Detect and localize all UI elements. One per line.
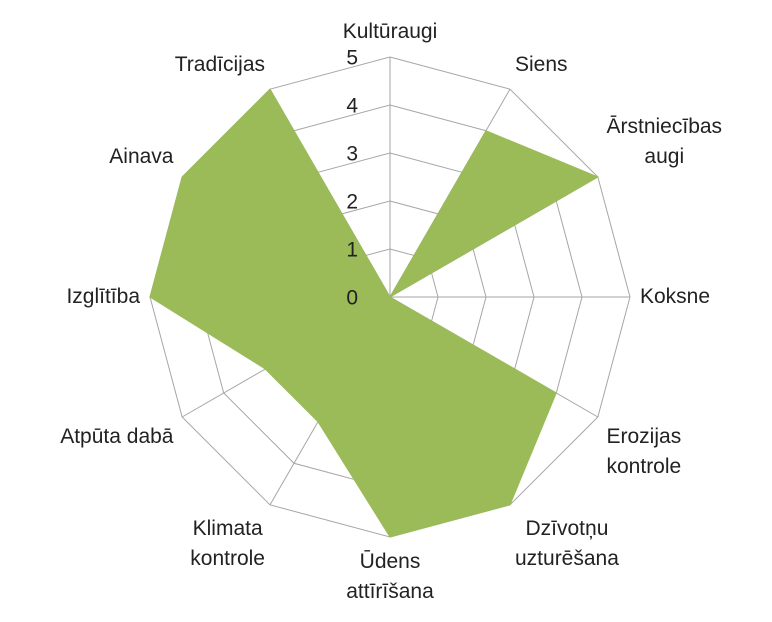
r-tick-label: 0: [346, 287, 358, 310]
category-label: Ārstniecības augi: [606, 115, 723, 168]
category-label: Atpūta dabā: [60, 425, 174, 448]
category-label: Tradīcijas: [174, 53, 265, 77]
r-tick-label: 2: [346, 191, 358, 214]
r-tick-label: 1: [346, 239, 358, 262]
category-label: Ainava: [109, 145, 174, 168]
r-tick-label: 3: [346, 143, 358, 166]
r-tick-label: 4: [346, 95, 358, 118]
category-label: Siens: [515, 53, 568, 77]
radar-area: [149, 88, 599, 538]
category-label: Ūdens attīrīšana: [346, 550, 434, 603]
category-label: Klimata kontrole: [190, 516, 265, 570]
category-label: Koksne: [640, 285, 711, 308]
category-label: Erozijas kontrole: [606, 425, 682, 478]
category-label: Kultūraugi: [342, 20, 438, 43]
category-label: Izglītība: [66, 285, 140, 308]
r-tick-label: 5: [346, 47, 358, 70]
category-label: Dzīvotņu uzturēšana: [515, 516, 619, 570]
